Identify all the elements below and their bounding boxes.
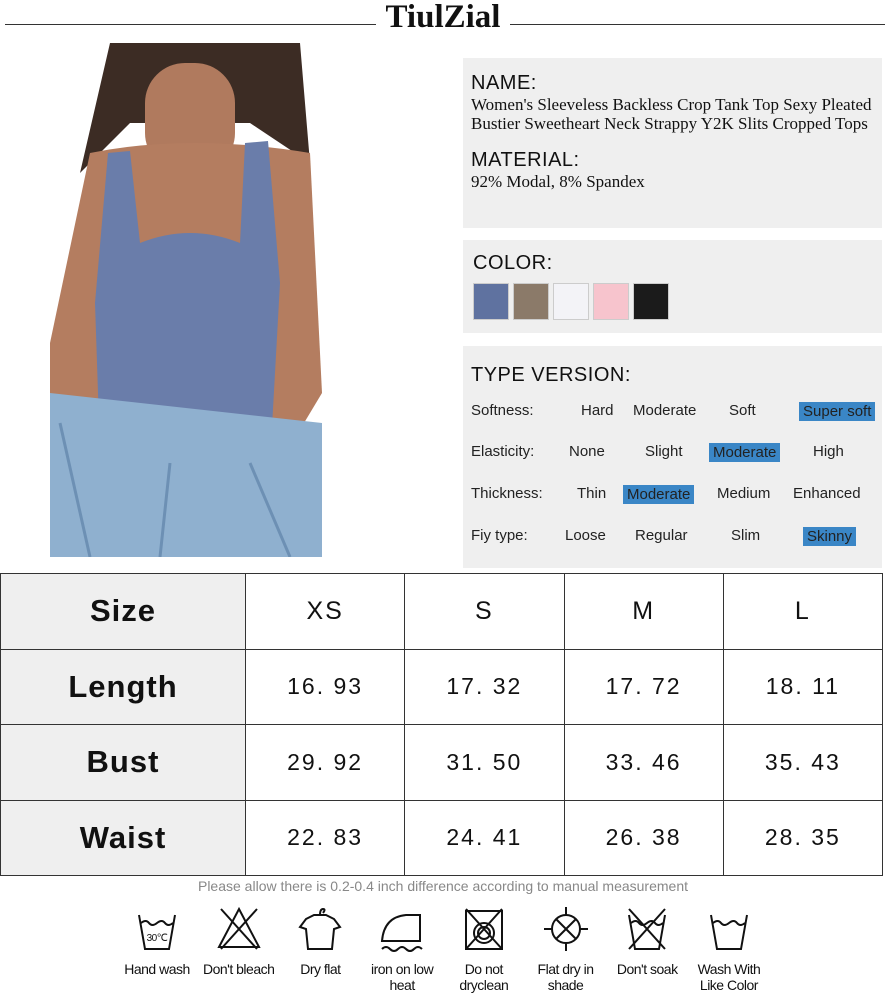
product-name: Women's Sleeveless Backless Crop Tank To… (471, 95, 872, 133)
table-cell: 26. 38 (563, 799, 724, 876)
care-item: Dry flat (281, 903, 359, 993)
care-label: Flat dry in shade (537, 961, 594, 993)
name-material-panel: NAME: Women's Sleeveless Backless Crop T… (463, 58, 882, 228)
type-option-selected: Moderate (623, 485, 695, 504)
care-item: iron on low heat (363, 903, 441, 993)
row-header: Bust (0, 724, 246, 801)
name-label: NAME: (471, 72, 537, 94)
color-swatch[interactable] (633, 283, 669, 320)
hand-wash-icon: 30℃ (138, 914, 176, 950)
table-cell: M (563, 573, 724, 650)
table-cell: 16. 93 (244, 648, 406, 725)
table-cell: 17. 32 (404, 648, 565, 725)
type-row-label: Fiy type: (471, 527, 528, 544)
type-row-label: Thickness: (471, 485, 543, 502)
table-cell: 31. 50 (404, 724, 565, 801)
care-label: Do not dryclean (459, 961, 509, 993)
type-option: Enhanced (793, 485, 861, 502)
row-header: Waist (0, 799, 246, 876)
flat-dry-shade-icon (543, 907, 588, 951)
type-option: Soft (729, 402, 756, 419)
care-label: Dry flat (300, 961, 341, 977)
table-cell: 17. 72 (563, 648, 724, 725)
table-cell: 22. 83 (244, 799, 406, 876)
no-dryclean-icon (464, 908, 503, 950)
row-header: Length (0, 648, 246, 725)
care-label: Don't soak (616, 961, 678, 977)
color-label: COLOR: (473, 252, 553, 274)
type-option: Regular (635, 527, 688, 544)
color-swatch[interactable] (553, 283, 589, 320)
type-row-label: Elasticity: (471, 443, 535, 460)
measurement-note: Please allow there is 0.2-0.4 inch diffe… (197, 878, 688, 894)
size-table: Size XS S M L Length 16. 93 17. 32 17. 72 18. 11 B… (0, 573, 884, 876)
care-label: Hand wash (124, 961, 190, 977)
type-option-selected: Super soft (799, 402, 876, 421)
material-value: 92% Modal, 8% Spandex (471, 172, 645, 191)
table-cell: 35. 43 (722, 724, 884, 801)
brand-logo: TiulZial (0, 0, 886, 35)
table-cell: 18. 11 (722, 648, 884, 725)
type-option: Thin (577, 485, 607, 502)
care-instructions: 30℃ Hand wash Don't bleach Dry flat iron on … (118, 903, 768, 993)
type-option: Hard (581, 402, 614, 419)
material-label: MATERIAL: (471, 149, 580, 171)
table-cell: L (722, 573, 884, 650)
color-swatch[interactable] (513, 283, 549, 320)
care-item: Do not dryclean (445, 903, 523, 993)
table-header-row: Size XS S M L (0, 573, 884, 650)
type-option: Medium (717, 485, 771, 502)
wash-like-color-icon (709, 914, 748, 950)
color-swatch[interactable] (593, 283, 629, 320)
table-row: Bust 29. 92 31. 50 33. 46 35. 43 (0, 724, 884, 801)
svg-text:30℃: 30℃ (147, 933, 168, 944)
care-item: Wash With Like Color (690, 903, 768, 993)
type-version-label: TYPE VERSION: (471, 364, 631, 386)
care-label: Don't bleach (203, 961, 275, 977)
no-soak-icon (628, 908, 667, 950)
type-option: None (569, 443, 605, 460)
care-label: Wash With Like Color (697, 961, 761, 993)
product-photo (50, 43, 322, 557)
type-option: Slim (731, 527, 761, 544)
color-panel: COLOR: (463, 240, 882, 333)
type-option: High (813, 443, 844, 460)
care-item: Flat dry in shade (527, 903, 605, 993)
care-label: iron on low heat (371, 961, 434, 993)
care-item: 30℃ Hand wash (118, 903, 196, 993)
brand-text: TiulZial (375, 0, 511, 35)
care-item: Don't bleach (200, 903, 278, 993)
type-option: Moderate (633, 402, 697, 419)
table-cell: S (404, 573, 565, 650)
type-option: Loose (565, 527, 606, 544)
dry-flat-icon (298, 907, 343, 950)
type-option-selected: Moderate (709, 443, 781, 462)
iron-low-icon (381, 914, 423, 952)
row-header: Size (0, 573, 246, 650)
color-swatch[interactable] (473, 283, 509, 320)
table-cell: 28. 35 (722, 799, 884, 876)
table-cell: 29. 92 (244, 724, 406, 801)
type-option: Slight (645, 443, 683, 460)
table-cell: 33. 46 (563, 724, 724, 801)
type-row-label: Softness: (471, 402, 534, 419)
table-cell: 24. 41 (404, 799, 565, 876)
no-bleach-icon (217, 906, 261, 950)
table-row: Waist 22. 83 24. 41 26. 38 28. 35 (0, 799, 884, 876)
table-row: Length 16. 93 17. 32 17. 72 18. 11 (0, 648, 884, 725)
type-version-panel: TYPE VERSION: Softness: Hard Moderate Soft S… (463, 346, 882, 568)
care-item: Don't soak (608, 903, 686, 993)
type-option-selected: Skinny (803, 527, 857, 546)
table-cell: XS (244, 573, 406, 650)
